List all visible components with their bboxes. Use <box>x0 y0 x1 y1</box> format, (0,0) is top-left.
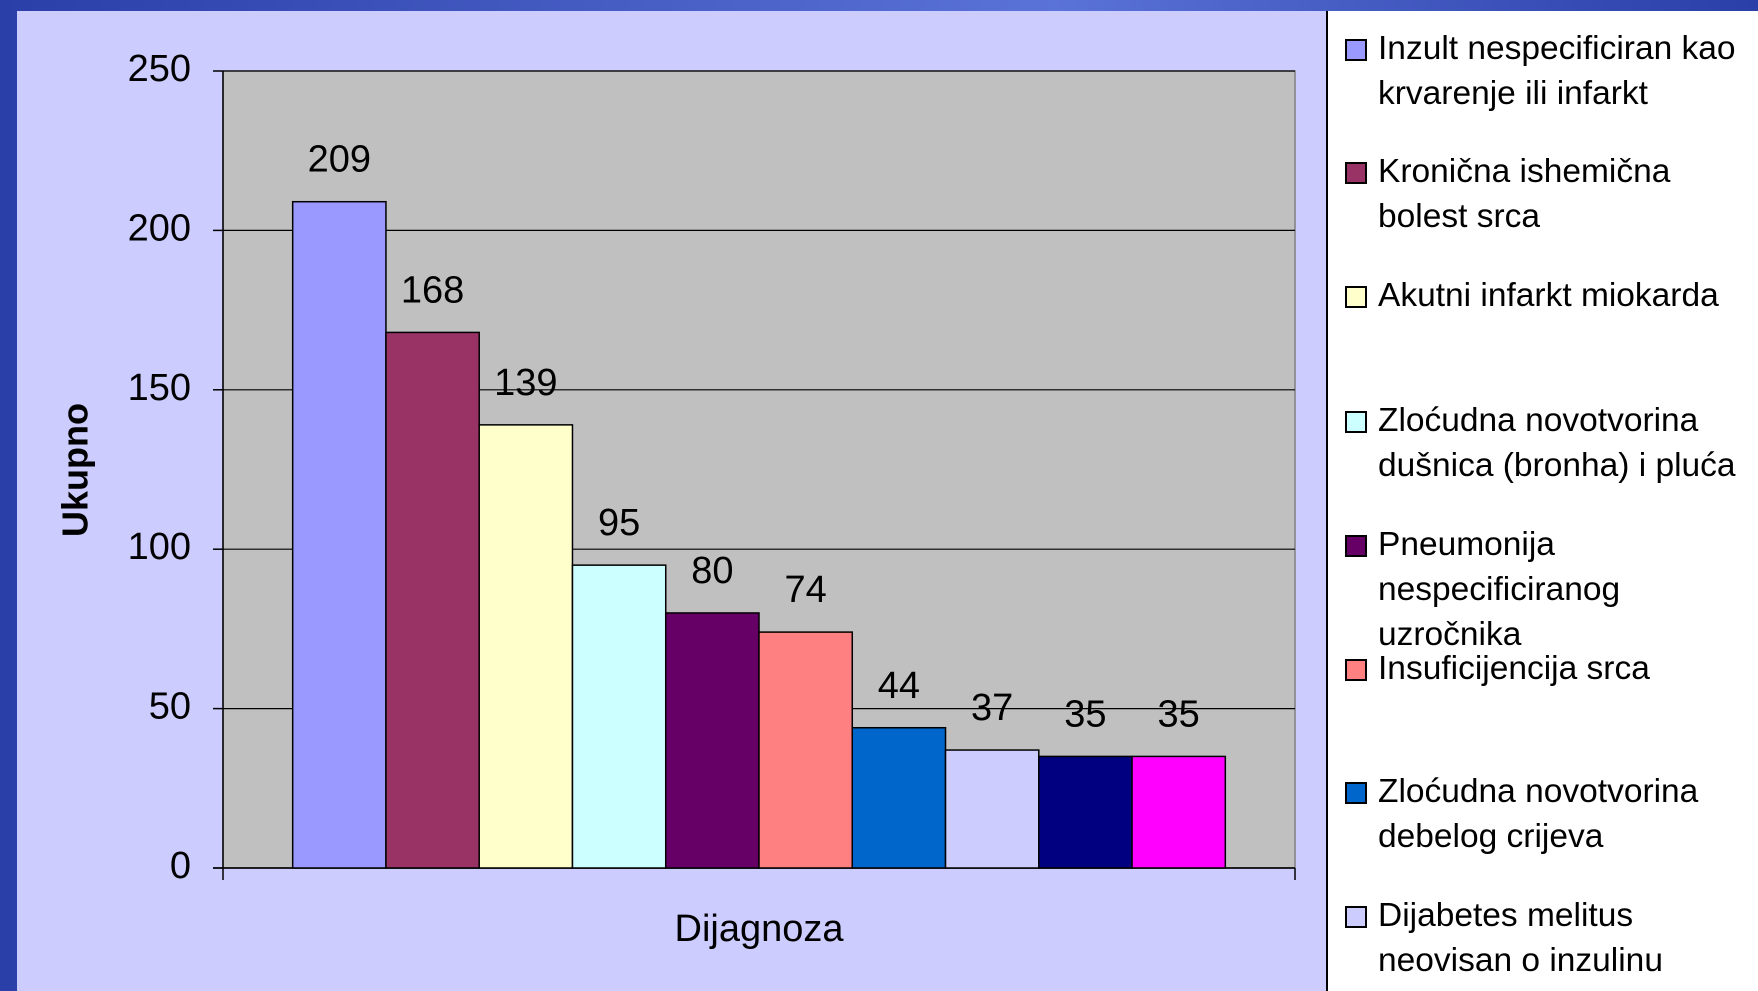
bar <box>758 631 854 869</box>
y-axis-label: Ukupno <box>55 403 96 537</box>
data-label: 35 <box>1064 693 1106 735</box>
bar <box>1038 755 1133 869</box>
legend-entry: Zloćudna novotvorina dušnica (bronha) i … <box>1345 398 1753 488</box>
legend-entry: Insuficijencija srca <box>1345 646 1753 691</box>
data-label: 44 <box>878 665 920 707</box>
data-label: 168 <box>401 269 464 311</box>
data-label: 80 <box>691 550 733 592</box>
y-tick-label: 50 <box>149 686 191 728</box>
bar <box>291 200 387 869</box>
legend-entry: Inzult nespecificiran kao krvarenje ili … <box>1345 26 1753 116</box>
data-label: 209 <box>308 139 371 181</box>
y-tick-label: 150 <box>128 367 191 409</box>
legend-entry: Dijabetes melitus neovisan o inzulinu <box>1345 893 1753 983</box>
bar <box>1131 755 1227 869</box>
legend-swatch <box>1345 782 1367 804</box>
data-label: 37 <box>971 687 1013 729</box>
legend-entry: Akutni infarkt miokarda <box>1345 273 1753 318</box>
y-tick-label: 100 <box>128 526 191 568</box>
x-axis-label: Dijagnoza <box>675 908 845 950</box>
data-label: 35 <box>1158 693 1200 735</box>
y-tick-label: 250 <box>128 48 191 90</box>
legend-swatch <box>1345 659 1367 681</box>
bar <box>664 612 760 869</box>
legend-swatch <box>1345 39 1367 61</box>
bar <box>851 726 947 869</box>
y-tick-label: 0 <box>170 845 191 887</box>
data-label: 74 <box>784 569 826 611</box>
legend-entry: Pneumonija nespecificiranog uzročnika <box>1345 522 1753 657</box>
legend-swatch <box>1345 535 1367 557</box>
bar <box>944 749 1040 869</box>
legend-swatch <box>1345 162 1367 184</box>
y-tick-label: 200 <box>128 207 191 249</box>
legend-entry: Kronična ishemična bolest srca <box>1345 149 1753 239</box>
bar <box>571 564 667 869</box>
legend-entry: Zloćudna novotvorina debelog crijeva <box>1345 769 1753 859</box>
data-label: 95 <box>598 502 640 544</box>
data-label: 139 <box>494 362 557 404</box>
bar <box>385 331 480 869</box>
legend-swatch <box>1345 906 1367 928</box>
bar <box>478 424 574 869</box>
legend-swatch <box>1345 286 1367 308</box>
legend-swatch <box>1345 411 1367 433</box>
legend: Inzult nespecificiran kao krvarenje ili … <box>1326 11 1758 991</box>
